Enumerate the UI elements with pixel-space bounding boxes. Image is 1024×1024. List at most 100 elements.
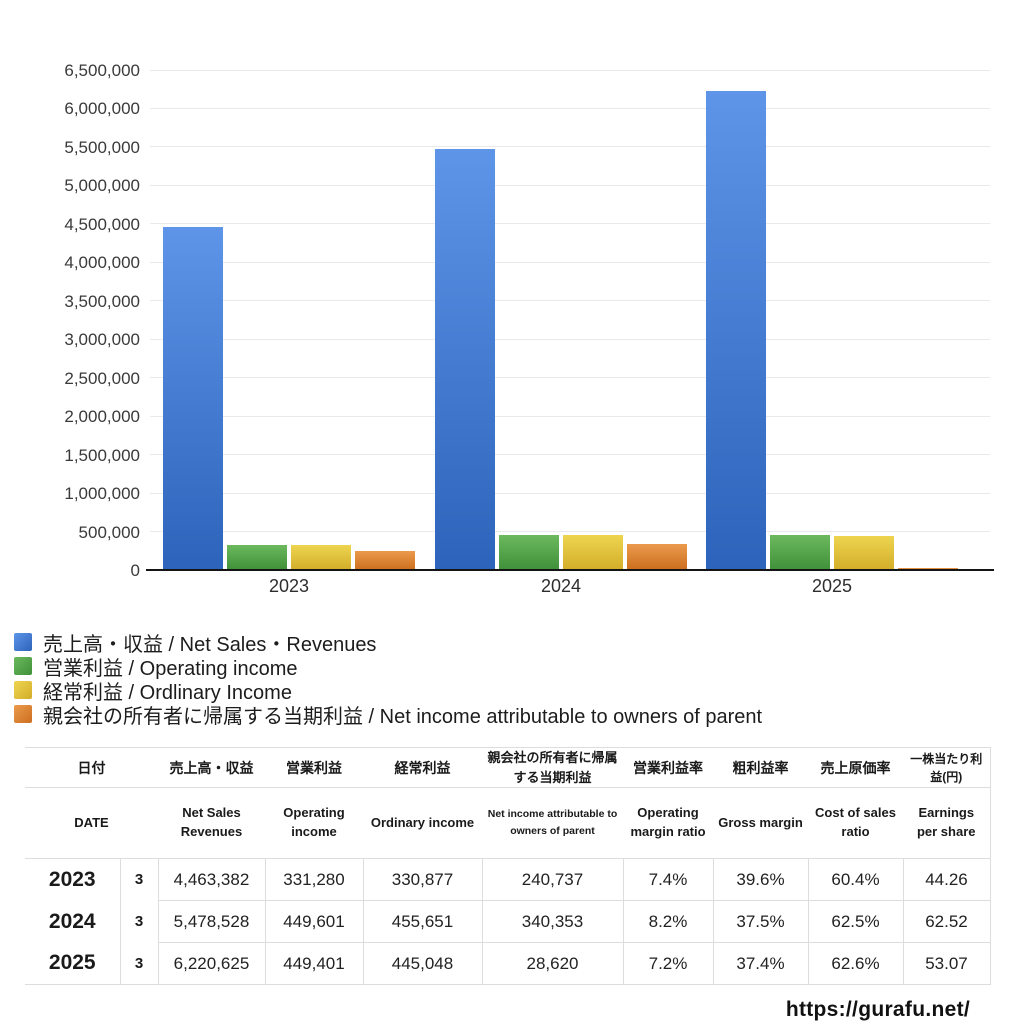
y-axis-tick-label: 1,000,000	[64, 484, 140, 504]
cell-2025-col5: 37.4%	[713, 942, 809, 985]
y-axis-tick-label: 4,500,000	[64, 214, 140, 234]
cell-year-2023: 2023	[25, 858, 121, 901]
cell-2025-col1: 449,401	[265, 942, 364, 985]
cell-2024-col1: 449,601	[265, 900, 364, 943]
bar-operating-income-2023	[227, 545, 287, 570]
cell-year-2025: 2025	[25, 942, 121, 985]
header-en-2: Operating income	[265, 787, 363, 859]
cell-2023-col3: 240,737	[482, 858, 624, 901]
cell-month-2023: 3	[120, 858, 159, 901]
cell-2025-col6: 62.6%	[808, 942, 904, 985]
legend-item-operating-income: 営業利益 / Operating income	[14, 654, 1024, 680]
cell-2025-col3: 28,620	[482, 942, 624, 985]
header-en-8: Earnings per share	[903, 787, 991, 859]
header-ja-7: 売上原価率	[808, 747, 903, 788]
y-axis-tick-label: 1,500,000	[64, 445, 140, 465]
bar-net-sales-2024	[435, 149, 495, 570]
legend-label-operating-income: 営業利益 / Operating income	[43, 657, 298, 680]
plot-area	[146, 69, 994, 571]
header-ja-3: 経常利益	[363, 747, 482, 788]
header-en-5: Operating margin ratio	[623, 787, 713, 859]
cell-2024-col3: 340,353	[482, 900, 624, 943]
bar-net-income-parent-2023	[355, 551, 415, 570]
y-axis-tick-label: 6,500,000	[64, 61, 140, 80]
bar-net-sales-2025	[706, 91, 766, 570]
legend-swatch-ordinary-income	[14, 681, 32, 699]
legend-swatch-operating-income	[14, 657, 32, 675]
cell-2024-col6: 62.5%	[808, 900, 904, 943]
header-en-3: Ordinary income	[363, 787, 482, 859]
gridline	[150, 300, 990, 302]
y-axis-tick-label: 6,000,000	[64, 99, 140, 119]
bar-group-2025	[706, 70, 958, 570]
y-axis-tick-label: 5,000,000	[64, 176, 140, 196]
header-ja-8: 一株当たり利益(円)	[903, 747, 991, 788]
y-axis-tick-label: 2,000,000	[64, 407, 140, 427]
cell-2023-col7: 44.26	[903, 858, 991, 901]
gridline	[150, 69, 990, 71]
legend-label-net-sales: 売上高・収益 / Net Sales・Revenues	[43, 633, 377, 656]
x-axis-line	[146, 569, 994, 571]
cell-2025-col0: 6,220,625	[158, 942, 266, 985]
y-axis-tick-label: 500,000	[78, 522, 140, 542]
y-axis-tick-label: 5,500,000	[64, 137, 140, 157]
header-en-1: Net Sales Revenues	[158, 787, 265, 859]
bar-net-sales-2023	[163, 227, 223, 570]
bar-ordinary-income-2023	[291, 545, 351, 570]
header-ja-6: 粗利益率	[713, 747, 808, 788]
table-row-2025: 2025 3 6,220,625 449,401 445,048 28,620 7.2% 37…	[25, 942, 991, 985]
site-url: https://gurafu.net/	[785, 998, 970, 1021]
gridline	[150, 146, 990, 148]
gridline	[150, 184, 990, 186]
legend-item-ordinary-income: 経常利益 / Ordlinary Income	[14, 678, 1024, 704]
chart-legend: 売上高・収益 / Net Sales・Revenues 営業利益 / Operat…	[14, 630, 1024, 728]
cell-2023-col5: 39.6%	[713, 858, 809, 901]
header-ja-1: 売上高・収益	[158, 747, 265, 788]
header-ja-4: 親会社の所有者に帰属する当期利益	[482, 747, 623, 788]
cell-2024-col0: 5,478,528	[158, 900, 266, 943]
bar-ordinary-income-2024	[563, 535, 623, 570]
header-ja-5: 営業利益率	[623, 747, 713, 788]
table-header-row-en: DATE Net Sales Revenues Operating income Or…	[25, 787, 991, 859]
header-ja-2: 営業利益	[265, 747, 363, 788]
y-axis-tick-label: 2,500,000	[64, 368, 140, 388]
gridline	[150, 492, 990, 494]
footer: https://gurafu.net/	[0, 998, 970, 1022]
legend-swatch-net-sales	[14, 633, 32, 651]
cell-2024-col4: 8.2%	[623, 900, 714, 943]
cell-year-2024: 2024	[25, 900, 121, 943]
y-axis-tick-label: 0	[130, 561, 140, 580]
legend-swatch-net-income-parent	[14, 705, 32, 723]
legend-item-net-sales: 売上高・収益 / Net Sales・Revenues	[14, 630, 1024, 656]
cell-2025-col2: 445,048	[363, 942, 483, 985]
x-axis-label-2025: 2025	[811, 576, 853, 596]
cell-2024-col2: 455,651	[363, 900, 483, 943]
table-row-2024: 2024 3 5,478,528 449,601 455,651 340,353 8.2% 3…	[25, 900, 991, 943]
cell-2023-col2: 330,877	[363, 858, 483, 901]
gridline	[150, 531, 990, 533]
cell-2023-col4: 7.4%	[623, 858, 714, 901]
financial-table: 日付 売上高・収益 営業利益 経常利益 親会社の所有者に帰属する当期利益 営業利益率 粗利益…	[25, 747, 991, 985]
gridline	[150, 454, 990, 456]
cell-2023-col1: 331,280	[265, 858, 364, 901]
bar-group-2024	[435, 70, 687, 570]
bar-ordinary-income-2025	[834, 536, 894, 570]
header-en-6: Gross margin	[713, 787, 808, 859]
cell-2024-col7: 62.52	[903, 900, 991, 943]
legend-label-ordinary-income: 経常利益 / Ordlinary Income	[43, 681, 292, 704]
legend-item-net-income-parent: 親会社の所有者に帰属する当期利益 / Net income attributab…	[14, 702, 1024, 728]
y-axis-tick-label: 3,500,000	[64, 291, 140, 311]
cell-month-2025: 3	[120, 942, 159, 985]
header-en-7: Cost of sales ratio	[808, 787, 903, 859]
gridline	[150, 415, 990, 417]
bar-operating-income-2024	[499, 535, 559, 570]
table-row-2023: 2023 3 4,463,382 331,280 330,877 240,737 7.4% 3…	[25, 858, 991, 901]
cell-2024-col5: 37.5%	[713, 900, 809, 943]
gridline	[150, 377, 990, 379]
y-axis-tick-label: 3,000,000	[64, 330, 140, 350]
x-axis-label-2024: 2024	[540, 576, 582, 596]
bar-operating-income-2025	[770, 535, 830, 570]
gridline	[150, 223, 990, 225]
y-axis-tick-label: 4,000,000	[64, 253, 140, 273]
y-axis: 0 500,000 1,000,000 1,500,000 2,000,000 2,500…	[0, 61, 141, 580]
